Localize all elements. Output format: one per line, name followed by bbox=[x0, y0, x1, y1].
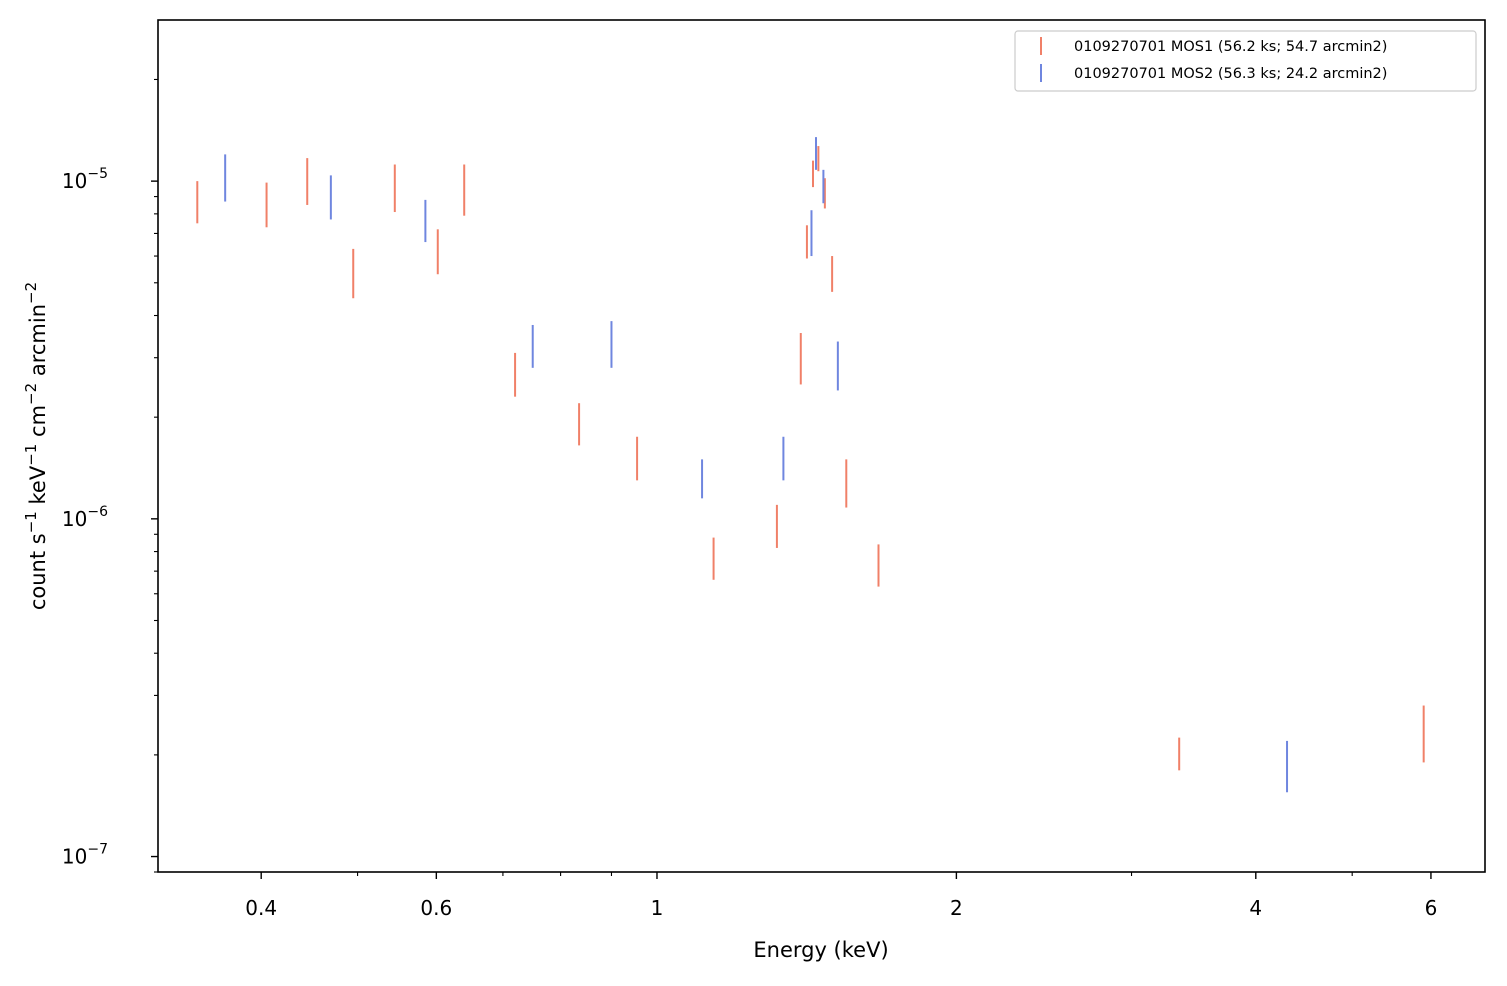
legend-frame bbox=[1014, 30, 1477, 92]
series-mos1 bbox=[196, 146, 1425, 771]
x-tick-label: 4 bbox=[1249, 896, 1262, 920]
legend-label-mos1: 0109270701 MOS1 (56.2 ks; 54.7 arcmin2) bbox=[1074, 39, 1387, 55]
y-tick-label: 10−7 bbox=[62, 842, 108, 869]
y-tick-label: 10−5 bbox=[62, 166, 108, 193]
legend: 0109270701 MOS1 (56.2 ks; 54.7 arcmin2) … bbox=[1014, 30, 1477, 92]
series-layer bbox=[196, 137, 1425, 793]
y-axis-label: count s−1 keV−1 cm−2 arcmin−2 bbox=[22, 282, 50, 610]
x-tick-label: 6 bbox=[1425, 896, 1438, 920]
x-tick-label: 2 bbox=[950, 896, 963, 920]
series-mos2 bbox=[224, 137, 1289, 793]
plot-frame bbox=[157, 19, 1486, 873]
x-tick-label: 1 bbox=[651, 896, 664, 920]
x-axis-label: Energy (keV) bbox=[753, 938, 888, 962]
y-axis: 10−7 10−6 10−5 bbox=[62, 78, 158, 873]
legend-label-mos2: 0109270701 MOS2 (56.3 ks; 24.2 arcmin2) bbox=[1074, 66, 1387, 82]
y-tick-label: 10−6 bbox=[62, 504, 108, 531]
x-axis: 0.4 0.6 1 2 4 6 bbox=[245, 872, 1437, 920]
x-tick-label: 0.6 bbox=[420, 896, 452, 920]
plot-background bbox=[158, 20, 1485, 872]
x-tick-label: 0.4 bbox=[245, 896, 277, 920]
